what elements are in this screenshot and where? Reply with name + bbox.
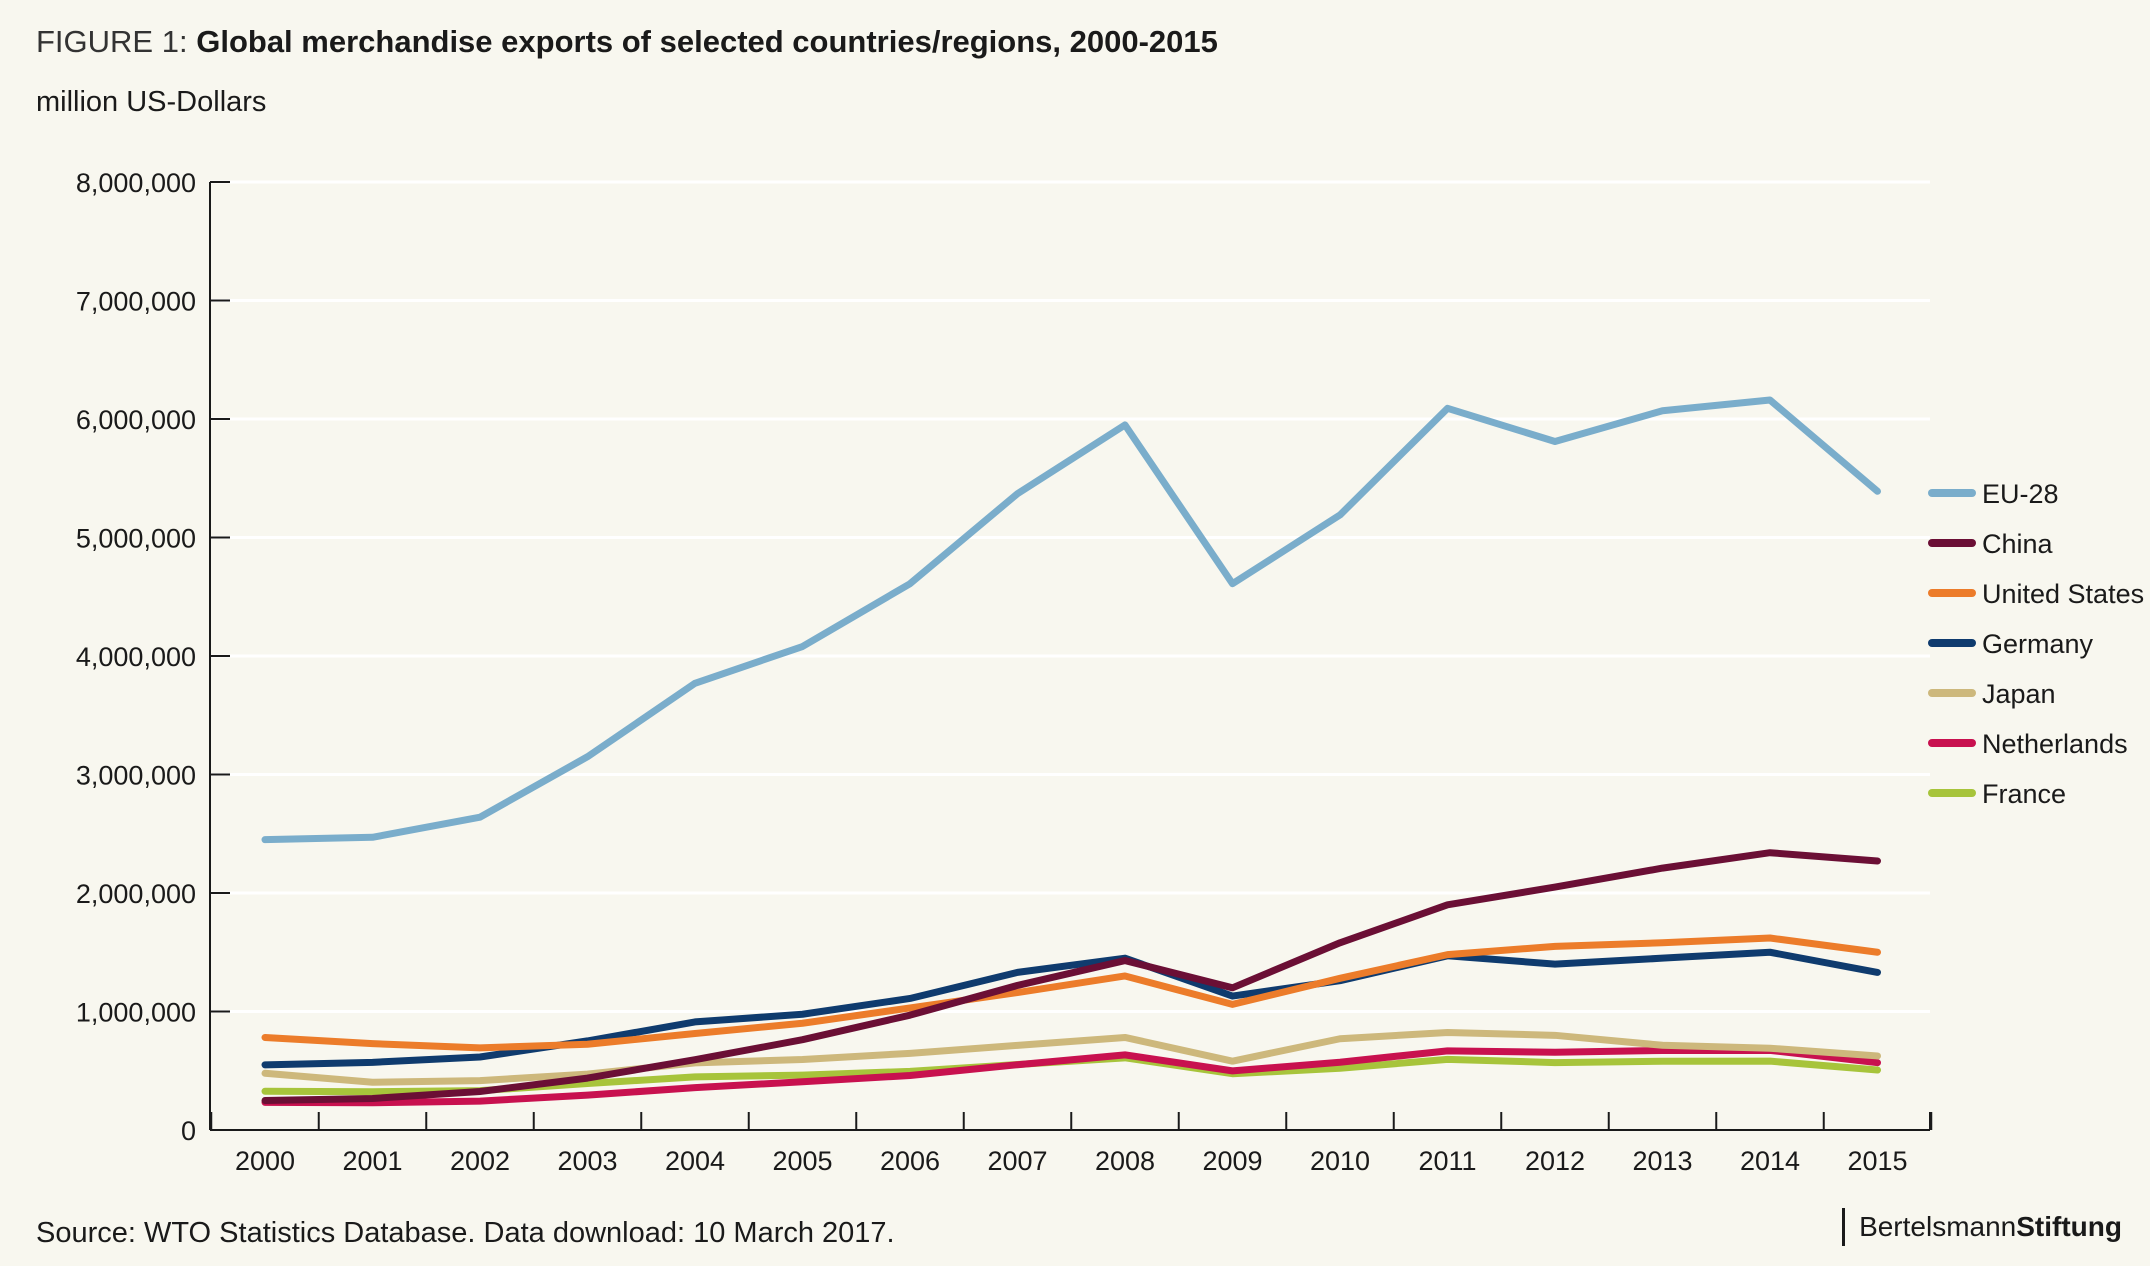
legend: EU-28 China United States Germany Japan Nethe… bbox=[1928, 479, 2144, 809]
logo-part2: Stiftung bbox=[2016, 1211, 2122, 1242]
y-tick-label: 6,000,000 bbox=[76, 405, 196, 435]
x-tick-label: 2004 bbox=[665, 1146, 725, 1176]
chart-title: FIGURE 1: Global merchandise exports of … bbox=[36, 22, 1218, 62]
logo-part1: Bertelsmann bbox=[1859, 1211, 2017, 1242]
x-tick-label: 2003 bbox=[557, 1146, 617, 1176]
x-tick-label: 2005 bbox=[772, 1146, 832, 1176]
figure-label: FIGURE 1: bbox=[36, 24, 188, 59]
legend-label: France bbox=[1982, 779, 2066, 809]
x-tick-label: 2015 bbox=[1847, 1146, 1907, 1176]
y-tick-label: 4,000,000 bbox=[76, 642, 196, 672]
x-tick-label: 2001 bbox=[342, 1146, 402, 1176]
x-tick-label: 2014 bbox=[1740, 1146, 1800, 1176]
x-tick-label: 2008 bbox=[1095, 1146, 1155, 1176]
y-tick-label: 2,000,000 bbox=[76, 879, 196, 909]
legend-label: Germany bbox=[1982, 629, 2094, 659]
legend-label: Japan bbox=[1982, 679, 2056, 709]
unit-label: million US-Dollars bbox=[36, 86, 267, 118]
series-line-eu-28 bbox=[261, 396, 1881, 844]
x-tick-label: 2006 bbox=[880, 1146, 940, 1176]
series-line-china bbox=[261, 849, 1881, 1104]
y-tick-label: 0 bbox=[181, 1116, 196, 1146]
x-tick-label: 2013 bbox=[1632, 1146, 1692, 1176]
gridlines bbox=[210, 180, 1930, 1013]
legend-label: Netherlands bbox=[1982, 729, 2128, 759]
series-lines bbox=[261, 396, 1881, 1107]
x-tick-label: 2012 bbox=[1525, 1146, 1585, 1176]
x-tick-label: 2011 bbox=[1418, 1146, 1476, 1176]
x-tick-label: 2000 bbox=[235, 1146, 295, 1176]
x-tick-label: 2009 bbox=[1202, 1146, 1262, 1176]
legend-label: China bbox=[1982, 529, 2054, 559]
y-tick-label: 1,000,000 bbox=[76, 998, 196, 1028]
x-axis-ticks: 2000 2001 2002 2003 2004 2005 2006 2007 2008 2009… bbox=[210, 1112, 1933, 1176]
y-tick-label: 7,000,000 bbox=[76, 287, 196, 317]
y-tick-label: 8,000,000 bbox=[76, 168, 196, 198]
source-note: Source: WTO Statistics Database. Data do… bbox=[36, 1217, 895, 1249]
series-line-japan bbox=[261, 1028, 1881, 1086]
publisher-logo: BertelsmannStiftung bbox=[1842, 1208, 2122, 1246]
series-line-netherlands bbox=[261, 1046, 1881, 1107]
x-tick-label: 2010 bbox=[1310, 1146, 1370, 1176]
y-tick-label: 5,000,000 bbox=[76, 524, 196, 554]
legend-label: EU-28 bbox=[1982, 479, 2059, 509]
y-axis-ticks: 0 1,000,000 2,000,000 3,000,000 4,000,000 5,0… bbox=[76, 168, 230, 1146]
x-tick-label: 2002 bbox=[450, 1146, 510, 1176]
series-line-united-states bbox=[261, 934, 1881, 1052]
title-text: Global merchandise exports of selected c… bbox=[196, 24, 1218, 59]
x-tick-label: 2007 bbox=[987, 1146, 1047, 1176]
y-tick-label: 3,000,000 bbox=[76, 761, 196, 791]
legend-label: United States bbox=[1982, 579, 2144, 609]
